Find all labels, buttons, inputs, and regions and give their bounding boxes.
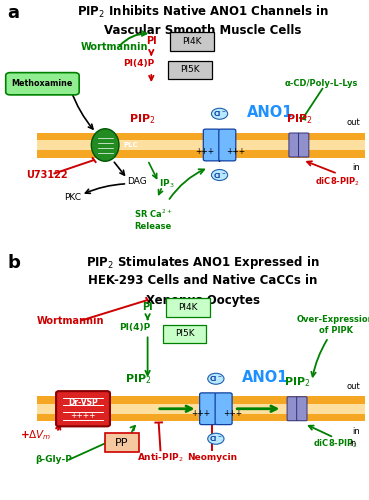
Text: in: in — [352, 427, 360, 436]
Bar — [37, 404, 365, 413]
Text: α-CD/Poly-L-Lys: α-CD/Poly-L-Lys — [284, 79, 358, 88]
Text: a: a — [7, 4, 20, 22]
Text: +$\Delta V_m$: +$\Delta V_m$ — [20, 428, 52, 442]
Bar — [37, 140, 365, 150]
Text: Xenopus Oocytes: Xenopus Oocytes — [146, 294, 260, 306]
Text: in: in — [352, 163, 360, 172]
Text: PI(4)P: PI(4)P — [123, 59, 154, 68]
FancyBboxPatch shape — [219, 129, 236, 161]
FancyBboxPatch shape — [297, 397, 307, 421]
Text: PI5K: PI5K — [180, 66, 200, 74]
Text: PIP$_2$ Inhibits Native ANO1 Channels in: PIP$_2$ Inhibits Native ANO1 Channels in — [77, 4, 329, 20]
Text: Vascular Smooth Muscle Cells: Vascular Smooth Muscle Cells — [104, 24, 301, 37]
Text: β-Gly-P: β-Gly-P — [35, 456, 72, 464]
FancyBboxPatch shape — [163, 325, 206, 342]
Circle shape — [208, 373, 224, 384]
Circle shape — [208, 433, 224, 444]
Text: Over-Expression
of PIPK: Over-Expression of PIPK — [297, 315, 369, 335]
Text: U73122: U73122 — [26, 170, 68, 180]
Ellipse shape — [91, 128, 119, 161]
Text: PIP$_2$ Stimulates ANO1 Expressed in: PIP$_2$ Stimulates ANO1 Expressed in — [86, 254, 320, 271]
FancyBboxPatch shape — [203, 129, 220, 161]
Text: diC8-PIP$_2$: diC8-PIP$_2$ — [313, 438, 358, 450]
FancyBboxPatch shape — [105, 434, 139, 452]
Text: out: out — [346, 382, 360, 391]
Text: PIP$_2$: PIP$_2$ — [125, 372, 152, 386]
Text: Neomycin: Neomycin — [187, 453, 237, 462]
Text: PI(4)P: PI(4)P — [119, 323, 150, 332]
Circle shape — [211, 108, 228, 119]
Text: Cl$^-$: Cl$^-$ — [209, 434, 223, 443]
Text: HEK-293 Cells and Native CaCCs in: HEK-293 Cells and Native CaCCs in — [88, 274, 318, 287]
Text: IP$_3$: IP$_3$ — [159, 178, 174, 190]
Text: PI: PI — [142, 302, 153, 312]
Text: Methoxamine: Methoxamine — [12, 79, 73, 88]
Text: PKC: PKC — [65, 193, 82, 202]
Text: PI: PI — [146, 36, 156, 46]
Bar — [37, 132, 365, 158]
FancyBboxPatch shape — [215, 393, 232, 424]
FancyBboxPatch shape — [200, 393, 217, 424]
Text: PI5K: PI5K — [175, 329, 194, 338]
FancyBboxPatch shape — [287, 397, 297, 421]
Text: in: in — [349, 440, 356, 448]
Text: PI4K: PI4K — [182, 37, 201, 46]
Text: Wortmannin: Wortmannin — [81, 42, 149, 52]
Text: SR Ca$^{2+}$
Release: SR Ca$^{2+}$ Release — [134, 208, 172, 231]
Text: Dr-VSP: Dr-VSP — [68, 398, 98, 406]
Text: ++++: ++++ — [70, 411, 96, 420]
Text: ANO1: ANO1 — [242, 370, 288, 385]
Text: Wortmannin: Wortmannin — [37, 316, 104, 326]
Text: PIP$_2$: PIP$_2$ — [286, 112, 312, 126]
Text: +++: +++ — [192, 409, 211, 418]
FancyBboxPatch shape — [6, 72, 79, 95]
Circle shape — [211, 170, 228, 180]
Text: PP: PP — [115, 438, 128, 448]
Text: PIP$_2$: PIP$_2$ — [284, 376, 310, 390]
FancyBboxPatch shape — [166, 298, 210, 316]
Text: b: b — [7, 254, 20, 272]
Text: +++: +++ — [227, 147, 246, 156]
Text: PLC: PLC — [124, 142, 138, 148]
Text: Anti-PIP$_2$: Anti-PIP$_2$ — [137, 451, 184, 464]
FancyBboxPatch shape — [289, 133, 299, 157]
Text: PIP$_2$: PIP$_2$ — [129, 112, 155, 126]
Text: out: out — [346, 118, 360, 127]
Text: diC8-PIP$_2$: diC8-PIP$_2$ — [315, 175, 360, 188]
FancyBboxPatch shape — [168, 61, 212, 79]
FancyBboxPatch shape — [299, 133, 309, 157]
Text: DAG: DAG — [127, 177, 147, 186]
Text: +++: +++ — [223, 409, 242, 418]
Text: ANO1: ANO1 — [247, 105, 294, 120]
Text: +++: +++ — [195, 147, 214, 156]
Bar — [37, 396, 365, 421]
Text: Cl$^-$: Cl$^-$ — [213, 110, 226, 118]
FancyBboxPatch shape — [170, 32, 214, 51]
FancyBboxPatch shape — [56, 391, 110, 426]
Text: PI4K: PI4K — [179, 303, 198, 312]
Text: Cl$^-$: Cl$^-$ — [209, 374, 223, 383]
Text: Cl$^-$: Cl$^-$ — [213, 170, 226, 179]
